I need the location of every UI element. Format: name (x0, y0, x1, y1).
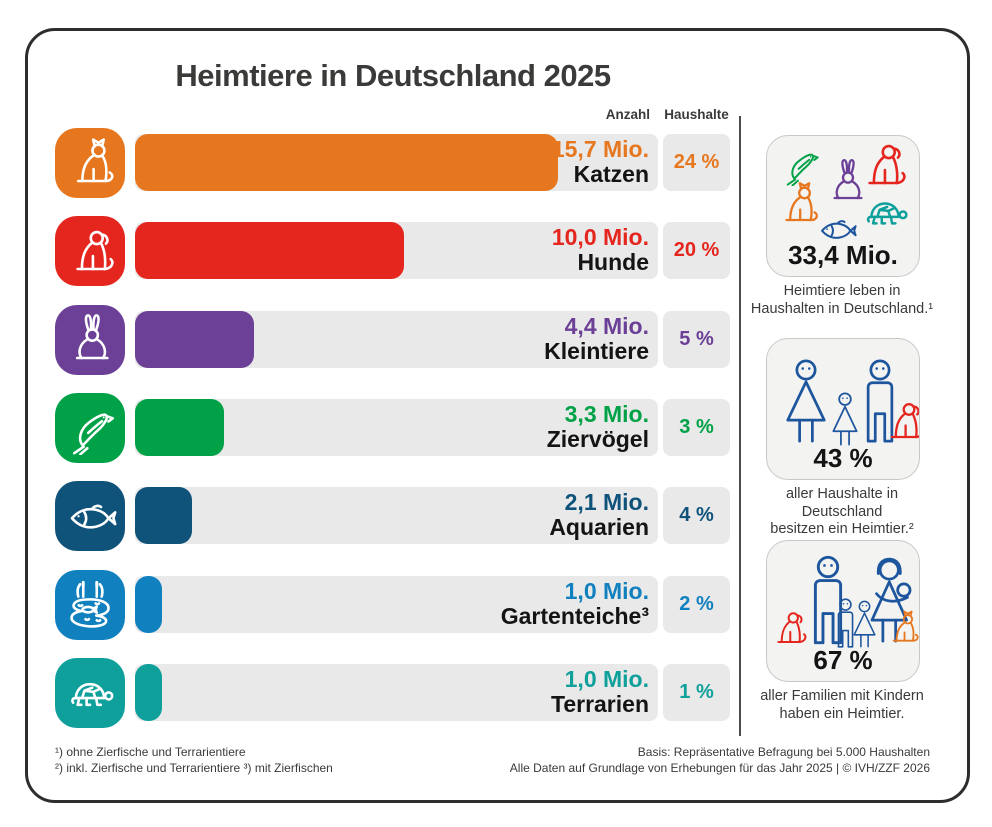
value-label: 4,4 Mio. (564, 313, 649, 339)
source-line: Basis: Repräsentative Befragung bei 5.00… (637, 745, 930, 759)
stat-box-families: 67 % (766, 540, 920, 682)
bar-katzen (135, 134, 558, 191)
category-label: Kleintiere (544, 338, 649, 364)
cat-icon-tile (55, 128, 125, 198)
chart-row-katzen: 15,7 Mio. Katzen 24 % (55, 128, 731, 198)
chart-row-aquarien: 2,1 Mio. Aquarien 4 % (55, 481, 731, 551)
category-label: Gartenteiche³ (500, 603, 649, 629)
turtle-icon-tile (55, 658, 125, 728)
value-label: 10,0 Mio. (551, 224, 649, 250)
column-header-anzahl: Anzahl (605, 107, 650, 122)
dog-icon (63, 224, 117, 278)
footnote-line: ²) inkl. Zierfische und Terrarientiere ³… (55, 760, 333, 775)
bar-gartenteiche (135, 576, 162, 633)
value-label: 1,0 Mio. (564, 578, 649, 604)
pond-icon-tile (55, 570, 125, 640)
stat-value: 33,4 Mio. (788, 240, 898, 270)
household-percent: 24 % (663, 134, 730, 191)
bar-track: 15,7 Mio. Katzen (135, 134, 658, 191)
chart-row-gartenteiche: 1,0 Mio. Gartenteiche³ 2 % (55, 570, 731, 640)
caption-line: Haushalten in Deutschland.¹ (750, 300, 934, 317)
stat-box-households: 43 % (766, 338, 920, 480)
bar-track: 4,4 Mio. Kleintiere (135, 311, 658, 368)
bar-track: 10,0 Mio. Hunde (135, 222, 658, 279)
stat-value: 43 % (813, 443, 873, 473)
bar-track: 3,3 Mio. Ziervögel (135, 399, 658, 456)
caption-line: aller Haushalte in Deutschland (785, 486, 899, 520)
category-label: Ziervögel (546, 426, 649, 452)
cat-icon (63, 136, 117, 190)
turtle-icon (63, 666, 117, 720)
household-percent: 20 % (663, 222, 730, 279)
stat-value: 67 % (813, 645, 873, 675)
footnotes: ¹) ohne Zierfische und Terrarientiere ²)… (55, 745, 333, 776)
bar-terrarien (135, 664, 162, 721)
bar-track: 2,1 Mio. Aquarien (135, 487, 658, 544)
caption-line: aller Familien mit Kindern (760, 688, 924, 704)
dog-icon (879, 397, 920, 445)
chart-row-terrarien: 1,0 Mio. Terrarien 1 % (55, 658, 731, 728)
bird-icon (63, 401, 117, 455)
stat-caption: aller Haushalte in Deutschland besitzen … (747, 486, 937, 539)
footnote-line: ¹) ohne Zierfische und Terrarientiere (55, 745, 246, 759)
category-label: Terrarien (550, 691, 649, 717)
bar-ziervoegel (135, 399, 224, 456)
bar-chart: 15,7 Mio. Katzen 24 % 10,0 Mio. Hunde 20… (55, 128, 731, 728)
source-note: Basis: Repräsentative Befragung bei 5.00… (430, 745, 930, 776)
bar-aquarien (135, 487, 192, 544)
value-label: 3,3 Mio. (564, 401, 649, 427)
chart-row-ziervoegel: 3,3 Mio. Ziervögel 3 % (55, 393, 731, 463)
category-label: Hunde (577, 249, 649, 275)
household-percent: 3 % (663, 399, 730, 456)
pond-icon (63, 578, 117, 632)
household-percent: 5 % (663, 311, 730, 368)
vertical-divider (739, 116, 741, 736)
caption-line: besitzen ein Heimtier.² (770, 521, 914, 537)
value-label: 1,0 Mio. (564, 666, 649, 692)
caption-line: haben ein Heimtier. (779, 705, 905, 722)
bar-track: 1,0 Mio. Gartenteiche³ (135, 576, 658, 633)
stat-caption: Heimtiere leben in Haushalten in Deutsch… (747, 283, 937, 318)
category-label: Aquarien (549, 514, 649, 540)
value-label: 15,7 Mio. (551, 136, 649, 162)
turtle-icon (859, 186, 911, 238)
fish-icon (63, 489, 117, 543)
source-line: Alle Daten auf Grundlage von Erhebungen … (509, 760, 930, 775)
dog-icon-tile (55, 216, 125, 286)
cat-icon (773, 180, 821, 228)
household-percent: 2 % (663, 576, 730, 633)
bar-hunde (135, 222, 404, 279)
chart-row-kleintiere: 4,4 Mio. Kleintiere 5 % (55, 305, 731, 375)
cat-icon (883, 609, 920, 647)
stat-caption: aller Familien mit Kindern haben ein Hei… (747, 688, 937, 723)
page-title: Heimtiere in Deutschland 2025 (175, 58, 611, 93)
category-label: Katzen (573, 161, 649, 187)
fish-icon-tile (55, 481, 125, 551)
column-header-haushalte: Haushalte (664, 107, 729, 122)
bar-kleintiere (135, 311, 254, 368)
rabbit-icon (63, 313, 117, 367)
bird-icon-tile (55, 393, 125, 463)
chart-row-hunde: 10,0 Mio. Hunde 20 % (55, 216, 731, 286)
household-percent: 1 % (663, 664, 730, 721)
rabbit-icon-tile (55, 305, 125, 375)
household-percent: 4 % (663, 487, 730, 544)
stat-box-total-pets: 33,4 Mio. (766, 135, 920, 277)
bar-track: 1,0 Mio. Terrarien (135, 664, 658, 721)
caption-line: Heimtiere leben in (783, 283, 901, 299)
value-label: 2,1 Mio. (564, 489, 649, 515)
